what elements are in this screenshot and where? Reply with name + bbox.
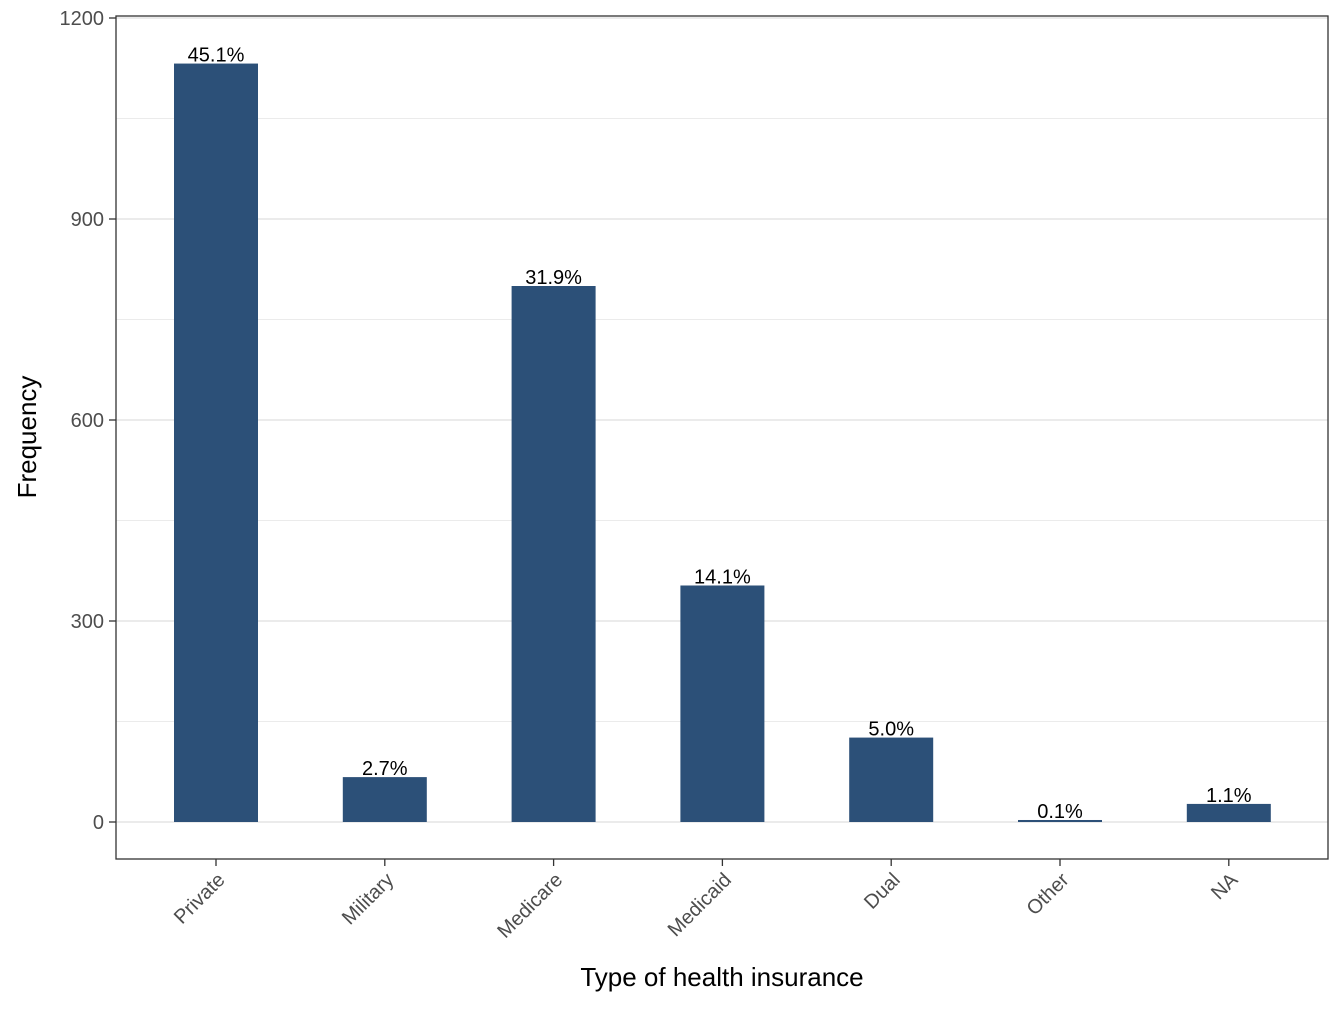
bar-value-label: 45.1% xyxy=(188,45,245,67)
y-tick-label: 900 xyxy=(71,209,104,231)
y-tick-label: 1200 xyxy=(60,8,105,30)
y-tick-label: 300 xyxy=(71,611,104,633)
bar-private xyxy=(174,63,258,823)
y-tick-label: 600 xyxy=(71,410,104,432)
x-tick-label: Medicaid xyxy=(664,869,736,941)
x-tick-label: Dual xyxy=(860,869,905,914)
x-axis-title: Type of health insurance xyxy=(580,962,863,992)
x-axis: Private Military Medicare Medicaid Dual Other… xyxy=(170,859,1243,943)
bar-value-label: 31.9% xyxy=(525,267,582,289)
x-tick-label: Medicare xyxy=(493,869,567,943)
x-tick-label: Military xyxy=(338,869,398,929)
bar-na xyxy=(1186,803,1271,822)
x-tick-label: Private xyxy=(170,869,230,929)
bar-value-label: 1.1% xyxy=(1206,785,1252,807)
y-axis-title: Frequency xyxy=(12,376,42,499)
x-tick-label: Other xyxy=(1023,869,1074,920)
y-tick-label: 0 xyxy=(93,812,104,834)
bar-medicaid xyxy=(680,585,765,822)
bar-value-label: 0.1% xyxy=(1037,801,1083,823)
bar-dual xyxy=(849,737,934,822)
bar-medicare xyxy=(511,286,596,822)
data-labels-layer: 45.1% 2.7% 31.9% 14.1% 5.0% 0.1% 1.1% xyxy=(188,45,1252,823)
bar-other xyxy=(1018,819,1102,822)
bar-value-label: 14.1% xyxy=(694,566,751,588)
bar-military xyxy=(342,777,427,822)
bar-value-label: 2.7% xyxy=(362,758,408,780)
y-axis: 0 300 600 900 1200 xyxy=(60,8,116,834)
bar-value-label: 5.0% xyxy=(868,719,914,741)
x-tick-label: NA xyxy=(1207,869,1243,905)
bars-layer xyxy=(174,63,1271,823)
